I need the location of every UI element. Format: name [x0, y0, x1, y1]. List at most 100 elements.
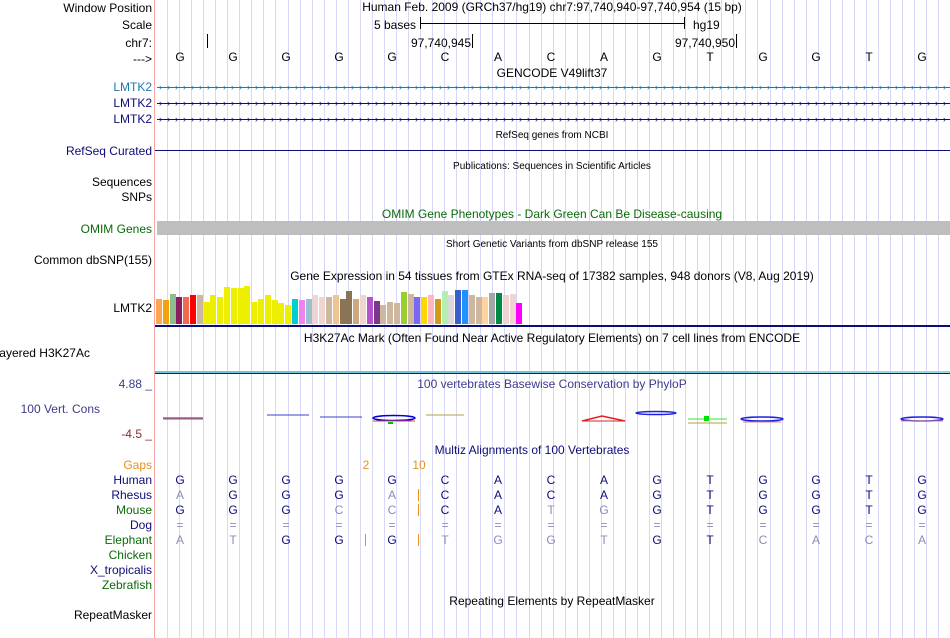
gtex-tissue-bar[interactable]	[210, 295, 217, 324]
h3k27ac-signal-fill[interactable]	[155, 371, 760, 373]
species-label-mouse[interactable]: Mouse	[115, 503, 152, 517]
gtex-label[interactable]: LMTK2	[113, 301, 152, 315]
gencode-label-2[interactable]: LMTK2	[113, 96, 152, 110]
species-label-zebrafish[interactable]: Zebrafish	[101, 578, 152, 592]
species-label-elephant[interactable]: Elephant	[104, 533, 152, 547]
dbsnp-label[interactable]: Common dbSNP(155)	[33, 253, 152, 267]
gtex-tissue-bar[interactable]	[305, 299, 312, 324]
gtex-tissue-bar[interactable]	[237, 288, 244, 324]
refseq-label[interactable]: RefSeq Curated	[65, 144, 152, 158]
strand-arrow-icon: ›	[655, 82, 658, 92]
gtex-tissue-bar[interactable]	[326, 297, 332, 324]
gtex-tissue-bar[interactable]	[244, 286, 251, 324]
gtex-bar-chart[interactable]	[155, 284, 535, 324]
gencode-transcript-line[interactable]	[157, 87, 950, 88]
gtex-tissue-bar[interactable]	[434, 299, 441, 324]
gtex-tissue-bar[interactable]	[448, 295, 455, 324]
gtex-tissue-bar[interactable]	[414, 297, 421, 324]
gencode-transcript-line[interactable]	[157, 119, 950, 120]
gencode-label-3[interactable]: LMTK2	[113, 112, 152, 126]
track-labels-panel: Window Position Scale chr7: ---> LMTK2 L…	[0, 0, 154, 638]
strand-arrow-icon: ›	[455, 114, 458, 124]
gtex-tissue-bar[interactable]	[271, 300, 278, 324]
gtex-tissue-bar[interactable]	[190, 295, 196, 324]
gtex-tissue-bar[interactable]	[162, 300, 169, 324]
omim-gene-bar[interactable]	[157, 221, 950, 235]
gtex-tissue-bar[interactable]	[407, 294, 414, 324]
strand-arrow-icon: ›	[599, 114, 602, 124]
gtex-tissue-bar[interactable]	[475, 297, 482, 324]
gtex-tissue-bar[interactable]	[489, 293, 496, 324]
gtex-tissue-bar[interactable]	[380, 305, 387, 324]
gtex-tissue-bar[interactable]	[468, 295, 475, 324]
strand-arrow-icon: ›	[935, 114, 938, 124]
gtex-tissue-bar[interactable]	[251, 302, 258, 324]
gtex-tissue-bar[interactable]	[224, 287, 230, 324]
gtex-tissue-bar[interactable]	[292, 299, 298, 324]
gtex-tissue-bar[interactable]	[346, 291, 353, 324]
strand-arrow-icon: ›	[607, 114, 610, 124]
gtex-tissue-bar[interactable]	[298, 300, 305, 324]
gtex-tissue-bar[interactable]	[441, 291, 448, 324]
gtex-tissue-bar[interactable]	[203, 302, 210, 324]
grid-line	[854, 0, 855, 638]
gtex-tissue-bar[interactable]	[319, 297, 326, 324]
assembly-position-text: Human Feb. 2009 (GRCh37/hg19) chr7:97,74…	[362, 0, 742, 14]
conservation-plot[interactable]	[155, 405, 950, 430]
track-image[interactable]: Human Feb. 2009 (GRCh37/hg19) chr7:97,74…	[155, 0, 950, 638]
h3k27ac-signal-fill[interactable]	[760, 371, 950, 373]
alignment-base: C	[758, 533, 768, 547]
publications-label-snps[interactable]: SNPs	[121, 190, 152, 204]
omim-label[interactable]: OMIM Genes	[80, 222, 152, 236]
gtex-tissue-bar[interactable]	[353, 299, 360, 324]
gencode-label-1[interactable]: LMTK2	[113, 80, 152, 94]
strand-arrow-icon: ›	[407, 82, 410, 92]
gtex-tissue-bar[interactable]	[394, 303, 400, 324]
gtex-tissue-bar[interactable]	[312, 295, 319, 324]
gtex-tissue-bar[interactable]	[156, 299, 162, 324]
strand-arrow-icon: ›	[375, 98, 378, 108]
gtex-tissue-bar[interactable]	[217, 297, 224, 324]
strand-arrow-icon: ›	[431, 82, 434, 92]
gtex-tissue-bar[interactable]	[264, 295, 271, 324]
species-label-human[interactable]: Human	[113, 473, 152, 487]
gtex-tissue-bar[interactable]	[230, 288, 237, 324]
alignment-base: A	[493, 488, 502, 502]
species-label-dog[interactable]: Dog	[129, 518, 152, 532]
species-label-chicken[interactable]: Chicken	[108, 548, 152, 562]
reference-base: T	[706, 50, 714, 64]
strand-arrow-icon: ›	[783, 114, 786, 124]
gtex-tissue-bar[interactable]	[373, 301, 380, 324]
gtex-tissue-bar[interactable]	[502, 295, 509, 324]
gtex-tissue-bar[interactable]	[169, 294, 176, 324]
gtex-tissue-bar[interactable]	[387, 302, 394, 324]
species-label-rhesus[interactable]: Rhesus	[111, 488, 152, 502]
gtex-tissue-bar[interactable]	[183, 297, 190, 324]
publications-label-sequences[interactable]: Sequences	[91, 175, 152, 189]
gtex-tissue-bar[interactable]	[258, 299, 264, 324]
gtex-tissue-bar[interactable]	[332, 295, 339, 324]
gtex-tissue-bar[interactable]	[455, 290, 462, 324]
gtex-tissue-bar[interactable]	[360, 295, 366, 324]
gtex-tissue-bar[interactable]	[421, 297, 428, 324]
gtex-tissue-bar[interactable]	[285, 305, 292, 324]
h3k27ac-label[interactable]: Layered H3K27Ac	[0, 346, 90, 360]
gtex-tissue-bar[interactable]	[278, 303, 285, 324]
gtex-tissue-bar[interactable]	[339, 299, 346, 324]
grid-line	[806, 0, 807, 638]
gtex-tissue-bar[interactable]	[509, 294, 516, 324]
repeatmasker-label[interactable]: RepeatMasker	[73, 608, 152, 622]
gtex-tissue-bar[interactable]	[462, 290, 468, 324]
gencode-transcript-line[interactable]	[157, 103, 950, 104]
gtex-tissue-bar[interactable]	[400, 292, 407, 324]
refseq-gene-line[interactable]	[155, 150, 950, 151]
gtex-tissue-bar[interactable]	[482, 297, 489, 324]
gtex-tissue-bar[interactable]	[516, 303, 523, 324]
gtex-tissue-bar[interactable]	[366, 297, 373, 324]
species-label-x_tropicalis[interactable]: X_tropicalis	[89, 563, 152, 577]
gtex-tissue-bar[interactable]	[196, 295, 203, 324]
gtex-tissue-bar[interactable]	[428, 295, 434, 324]
gtex-tissue-bar[interactable]	[176, 297, 183, 324]
conservation-label[interactable]: 100 Vert. Cons	[20, 402, 100, 416]
gtex-tissue-bar[interactable]	[496, 293, 502, 324]
